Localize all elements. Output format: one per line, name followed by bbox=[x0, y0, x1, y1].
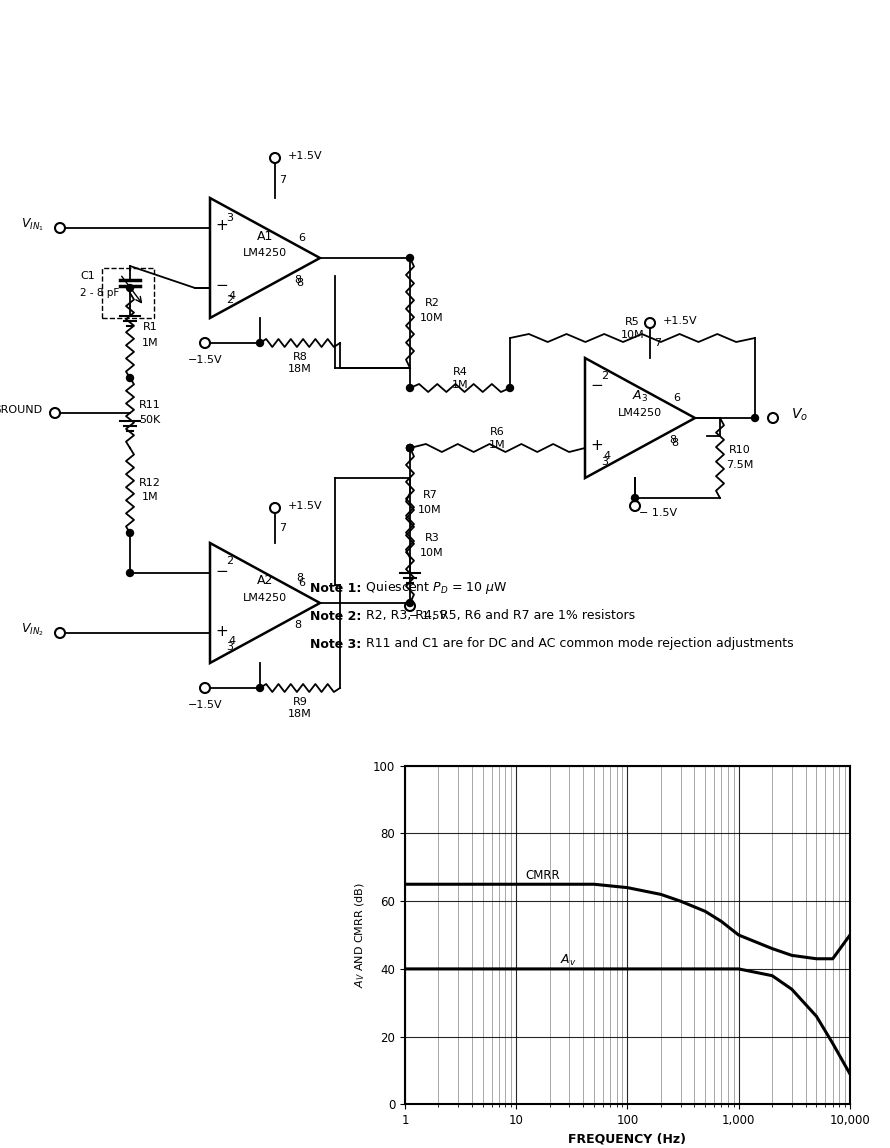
Text: R9: R9 bbox=[293, 697, 307, 707]
Text: 6: 6 bbox=[298, 577, 305, 588]
Text: 4: 4 bbox=[229, 290, 236, 301]
Text: $A_v$: $A_v$ bbox=[561, 953, 577, 968]
Text: R7: R7 bbox=[423, 490, 438, 501]
Text: 50K: 50K bbox=[140, 414, 160, 425]
Text: R2, R3, R4, R5, R6 and R7 are 1% resistors: R2, R3, R4, R5, R6 and R7 are 1% resisto… bbox=[362, 610, 635, 622]
Text: 6: 6 bbox=[674, 393, 681, 403]
Text: 10M: 10M bbox=[418, 505, 441, 515]
Text: − 1.5V: − 1.5V bbox=[409, 611, 447, 621]
Text: 2: 2 bbox=[226, 295, 233, 305]
Circle shape bbox=[256, 340, 263, 347]
Text: 10M: 10M bbox=[620, 329, 644, 340]
Text: R12: R12 bbox=[139, 478, 161, 488]
Circle shape bbox=[751, 414, 758, 421]
Text: +1.5V: +1.5V bbox=[663, 316, 697, 326]
Text: Quiescent $P_D$ = 10 $\mu$W: Quiescent $P_D$ = 10 $\mu$W bbox=[362, 580, 507, 597]
Text: $A_3$: $A_3$ bbox=[632, 388, 648, 404]
Text: − 1.5V: − 1.5V bbox=[639, 509, 677, 518]
Text: A1: A1 bbox=[257, 230, 273, 242]
Text: 8: 8 bbox=[669, 435, 676, 445]
Text: 2: 2 bbox=[226, 556, 233, 566]
Text: −: − bbox=[591, 379, 603, 394]
Text: Note 1:: Note 1: bbox=[310, 582, 361, 595]
Text: 8: 8 bbox=[295, 276, 302, 285]
Circle shape bbox=[407, 444, 414, 451]
Circle shape bbox=[506, 385, 514, 391]
X-axis label: FREQUENCY (Hz): FREQUENCY (Hz) bbox=[569, 1133, 686, 1146]
Text: R10: R10 bbox=[729, 445, 751, 455]
Text: 10M: 10M bbox=[420, 548, 444, 558]
Text: 1M: 1M bbox=[142, 338, 158, 348]
Text: C1: C1 bbox=[80, 271, 94, 281]
Text: 18M: 18M bbox=[288, 709, 312, 719]
Text: Note 3:: Note 3: bbox=[310, 637, 361, 651]
Text: −: − bbox=[215, 279, 229, 294]
Text: +: + bbox=[591, 439, 603, 453]
Text: 8: 8 bbox=[296, 573, 303, 583]
Text: R1: R1 bbox=[142, 323, 158, 333]
Text: 18M: 18M bbox=[288, 364, 312, 374]
Text: −: − bbox=[215, 564, 229, 579]
Text: +: + bbox=[215, 623, 229, 638]
Text: +1.5V: +1.5V bbox=[287, 501, 322, 511]
Text: R6: R6 bbox=[490, 427, 505, 437]
Y-axis label: $A_V$ AND CMRR (dB): $A_V$ AND CMRR (dB) bbox=[354, 882, 368, 988]
Text: 10M: 10M bbox=[420, 313, 444, 323]
Text: 4: 4 bbox=[603, 451, 611, 461]
Circle shape bbox=[407, 599, 414, 606]
Circle shape bbox=[126, 529, 134, 536]
Text: CMRR: CMRR bbox=[525, 869, 560, 883]
Text: R11 and C1 are for DC and AC common mode rejection adjustments: R11 and C1 are for DC and AC common mode… bbox=[362, 637, 794, 651]
Text: 8: 8 bbox=[295, 620, 302, 630]
Text: R5: R5 bbox=[625, 317, 640, 327]
Text: LM4250: LM4250 bbox=[243, 248, 287, 258]
Circle shape bbox=[407, 444, 414, 451]
Text: 3: 3 bbox=[226, 214, 233, 223]
Text: 1M: 1M bbox=[490, 440, 506, 450]
Text: R4: R4 bbox=[452, 367, 467, 377]
Circle shape bbox=[407, 444, 414, 451]
Circle shape bbox=[256, 684, 263, 691]
Text: 1M: 1M bbox=[452, 380, 468, 390]
Text: 1M: 1M bbox=[142, 492, 158, 503]
Circle shape bbox=[407, 385, 414, 391]
Text: 3: 3 bbox=[226, 642, 233, 652]
Text: 7: 7 bbox=[654, 338, 661, 348]
Text: 3: 3 bbox=[602, 457, 609, 467]
Text: LM4250: LM4250 bbox=[618, 408, 662, 418]
Text: 7: 7 bbox=[279, 523, 287, 533]
Circle shape bbox=[632, 495, 638, 502]
Text: 2: 2 bbox=[602, 371, 609, 381]
Text: 4: 4 bbox=[229, 636, 236, 646]
Text: 7.5M: 7.5M bbox=[726, 460, 754, 470]
Text: $V_{IN_2}$: $V_{IN_2}$ bbox=[20, 622, 44, 638]
Text: 6: 6 bbox=[298, 233, 305, 243]
Text: R11: R11 bbox=[139, 400, 161, 410]
Text: Note 2:: Note 2: bbox=[310, 610, 361, 622]
Text: R2: R2 bbox=[425, 298, 440, 308]
Circle shape bbox=[407, 255, 414, 262]
Text: 2 - 8 pF: 2 - 8 pF bbox=[80, 288, 119, 298]
Text: $V_{IN_1}$: $V_{IN_1}$ bbox=[20, 217, 44, 233]
Text: 8: 8 bbox=[671, 439, 678, 448]
Text: +1.5V: +1.5V bbox=[287, 152, 322, 161]
Text: A2: A2 bbox=[257, 574, 273, 588]
Circle shape bbox=[126, 285, 134, 292]
Text: −1.5V: −1.5V bbox=[188, 355, 222, 365]
Text: LM4250: LM4250 bbox=[243, 594, 287, 603]
Text: 7: 7 bbox=[279, 174, 287, 185]
Circle shape bbox=[126, 374, 134, 381]
Text: R8: R8 bbox=[293, 352, 307, 362]
Text: R3: R3 bbox=[425, 533, 440, 543]
Text: 8: 8 bbox=[296, 278, 303, 288]
Text: −1.5V: −1.5V bbox=[188, 700, 222, 709]
Circle shape bbox=[126, 569, 134, 576]
Text: GROUND: GROUND bbox=[0, 405, 42, 414]
Text: $V_o$: $V_o$ bbox=[791, 406, 808, 424]
Text: +: + bbox=[215, 218, 229, 233]
